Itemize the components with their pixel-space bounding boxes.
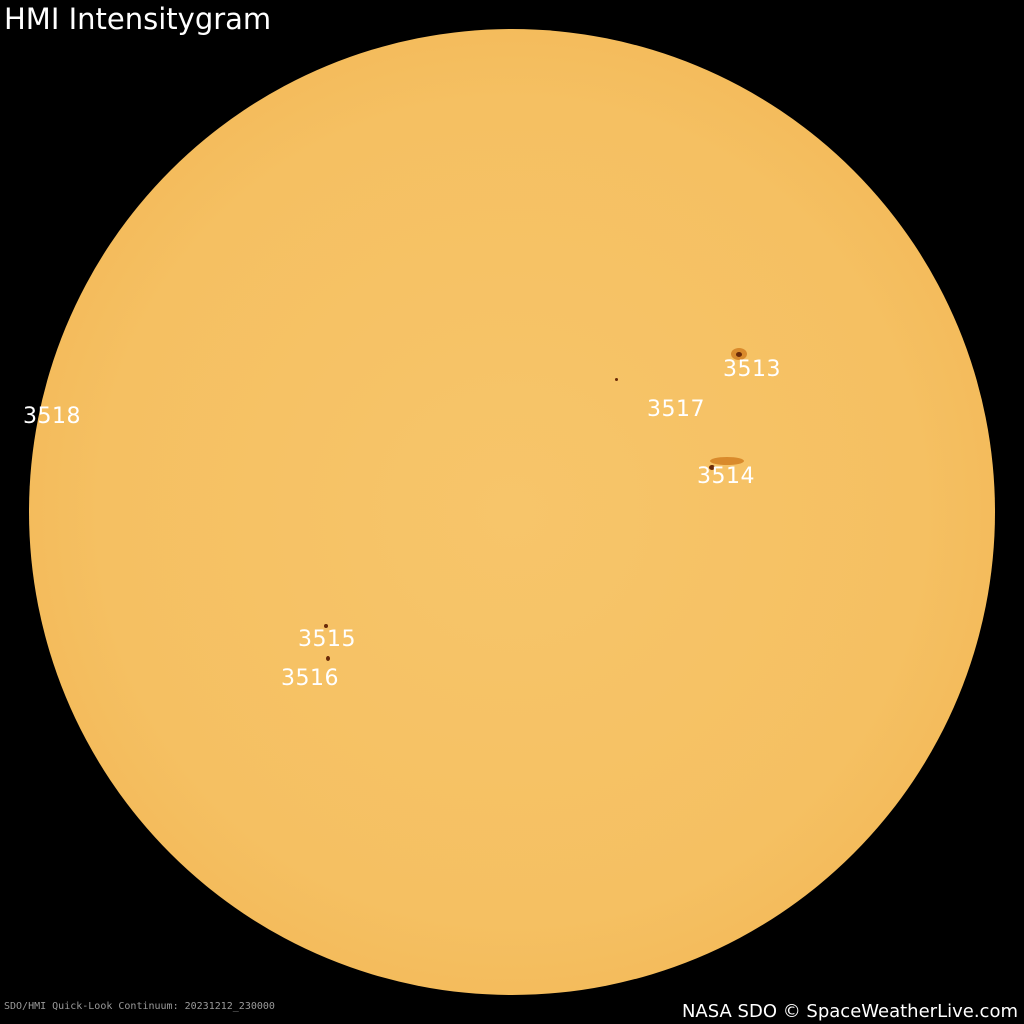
sunspot-3513-umbra [736, 352, 742, 357]
region-label-3517: 3517 [647, 397, 705, 422]
sunspot-3514 [710, 457, 744, 465]
region-label-3516: 3516 [281, 666, 339, 691]
region-label-3513: 3513 [723, 357, 781, 382]
sunspot-3517 [615, 378, 618, 381]
credit-caption: NASA SDO © SpaceWeatherLive.com [681, 1001, 1018, 1022]
region-label-3514: 3514 [697, 464, 755, 489]
source-caption: SDO/HMI Quick-Look Continuum: 20231212_2… [4, 1001, 275, 1012]
sunspot-3515 [324, 624, 328, 628]
region-label-3515: 3515 [298, 627, 356, 652]
region-label-3518: 3518 [23, 404, 81, 429]
sunspot-3514-umbra [709, 465, 715, 470]
image-title: HMI Intensitygram [4, 2, 272, 36]
sunspot-3516 [326, 656, 330, 661]
solar-disk [29, 29, 995, 995]
